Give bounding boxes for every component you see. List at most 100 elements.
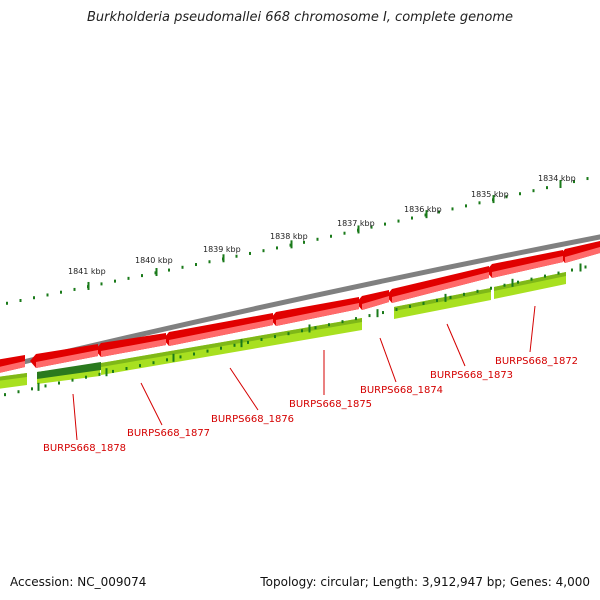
tick-dot — [546, 186, 548, 190]
tick-dot — [19, 299, 22, 303]
gene-band-highlight — [37, 362, 101, 379]
tick-dot — [262, 249, 265, 253]
inner-tick-dot — [341, 320, 344, 324]
inner-kbp-tick — [105, 368, 108, 377]
kbp-tick — [425, 210, 428, 219]
ruler-labels: 1834 kbp 1835 kbp 1836 kbp 1837 kbp 1838 kbp… — [68, 174, 576, 276]
inner-tick-dot — [112, 369, 114, 373]
gene-label: BURPS668_1876 — [211, 414, 294, 425]
tick-dot — [451, 207, 454, 211]
kbp-tick — [290, 240, 293, 249]
tick-dot — [276, 246, 278, 250]
inner-tick-dot — [395, 308, 398, 312]
inner-tick-dot — [152, 361, 155, 365]
kbp-tick — [492, 195, 495, 204]
kbp-label: 1839 kbp — [203, 245, 241, 254]
tick-dot — [397, 219, 400, 223]
tick-dot — [330, 234, 332, 238]
gene-arrow-shade — [101, 339, 166, 357]
gene-label: BURPS668_1878 — [43, 443, 126, 454]
inner-kbp-tick — [579, 263, 582, 272]
inner-tick-dot — [17, 390, 20, 394]
gene-label: BURPS668_1875 — [289, 399, 372, 410]
tick-dot — [438, 210, 440, 214]
inner-tick-dot — [584, 265, 587, 269]
inner-tick-dot — [85, 375, 87, 379]
inner-kbp-tick — [511, 278, 514, 287]
tick-dot — [235, 254, 238, 258]
inner-kbp-tick — [37, 382, 40, 391]
kbp-tick — [87, 281, 90, 290]
inner-tick-dot — [220, 346, 222, 350]
kbp-tick — [155, 268, 158, 277]
inner-tick-dot — [4, 393, 6, 397]
inner-tick-dot — [287, 332, 290, 336]
inner-tick-dot — [355, 317, 357, 321]
inner-kbp-tick — [172, 353, 175, 362]
inner-tick-dot — [260, 337, 263, 341]
tick-dot — [100, 282, 103, 286]
inner-tick-dot — [98, 372, 101, 376]
inner-kbp-tick — [308, 324, 311, 333]
gene-arrow-shade — [362, 296, 389, 310]
inner-tick-dot — [422, 301, 425, 305]
gene-band-edge — [394, 288, 491, 311]
gene-arrow-shade — [276, 303, 359, 326]
inner-tick-dot — [233, 343, 236, 347]
inner-tick-ring — [4, 263, 587, 397]
inner-tick-dot — [58, 381, 60, 385]
topology-text: Topology: circular; Length: 3,912,947 bp… — [260, 575, 590, 589]
kbp-label: 1840 kbp — [135, 256, 173, 265]
leader-line — [140, 382, 163, 426]
gene-arrow-shade — [36, 350, 98, 368]
tick-dot — [168, 268, 170, 272]
tick-dot — [208, 260, 211, 264]
tick-dot — [384, 222, 386, 226]
inner-tick-dot — [490, 286, 492, 290]
gene-band-edge — [0, 373, 27, 381]
tick-dot — [46, 293, 49, 297]
inner-tick-dot — [314, 326, 317, 330]
tick-dot — [195, 263, 197, 267]
kbp-tick — [559, 180, 562, 188]
tick-dot — [127, 276, 130, 280]
kbp-label: 1838 kbp — [270, 232, 308, 241]
inner-tick-dot — [328, 323, 330, 327]
leader-line — [379, 337, 397, 383]
inner-kbp-tick — [444, 293, 447, 302]
tick-dot — [33, 296, 35, 300]
tick-dot — [465, 204, 467, 208]
accession-text: Accession: NC_009074 — [10, 575, 147, 589]
inner-tick-dot — [125, 367, 128, 371]
inner-tick-dot — [503, 283, 506, 287]
kbp-label: 1841 kbp — [68, 267, 106, 276]
inner-tick-dot — [166, 358, 168, 362]
kbp-tick — [357, 225, 360, 234]
outer-tick-ring — [6, 177, 589, 305]
inner-tick-dot — [517, 280, 519, 284]
inner-tick-dot — [31, 387, 33, 391]
inner-tick-dot — [368, 314, 371, 318]
leader-line — [229, 367, 259, 411]
map-title: Burkholderia pseudomallei 668 chromosome… — [86, 10, 514, 25]
gene-label: BURPS668_1874 — [360, 385, 443, 396]
tick-dot — [343, 231, 346, 235]
tick-dot — [519, 192, 521, 196]
leader-line — [446, 323, 466, 367]
gene-arrow-shade — [492, 256, 563, 278]
kbp-tick — [222, 254, 225, 263]
tick-dot — [316, 237, 319, 241]
kbp-label: 1836 kbp — [404, 205, 442, 214]
leader-line — [72, 393, 78, 441]
inner-tick-dot — [179, 355, 182, 359]
tick-dot — [370, 225, 373, 229]
inner-tick-dot — [206, 349, 209, 353]
inner-tick-dot — [463, 292, 465, 296]
inner-tick-dot — [436, 298, 438, 302]
inner-tick-dot — [301, 329, 303, 333]
tick-dot — [60, 290, 62, 294]
inner-tick-dot — [449, 295, 452, 299]
kbp-label: 1834 kbp — [538, 174, 576, 183]
gene-arrow-track — [0, 241, 600, 373]
